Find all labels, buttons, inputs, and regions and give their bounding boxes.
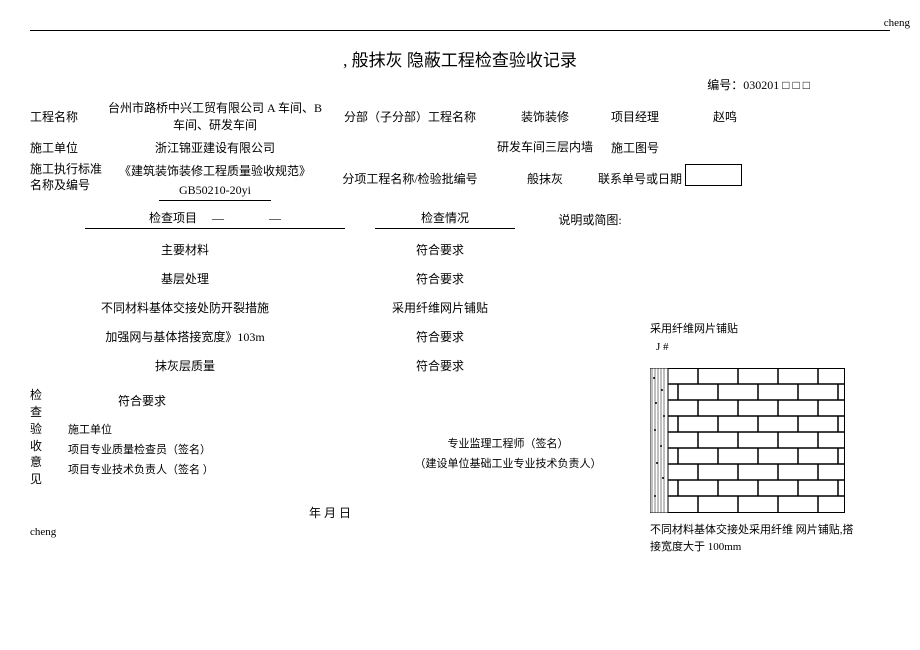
check-row-2: 不同材料基体交接处防开裂措施 采用纤维网片铺贴 <box>30 299 890 316</box>
brick-wall-diagram <box>650 368 845 513</box>
check-item-header-text: 检查项目 <box>149 211 197 225</box>
header-row-3: 施工执行标准 名称及编号 《建筑装饰装修工程质量验收规范》 GB50210-20… <box>30 162 890 201</box>
check-label-3: 加强网与基体搭接宽度》103m <box>30 328 340 345</box>
doc-id-label: 编号： <box>707 78 743 92</box>
check-val-3: 符合要求 <box>340 328 540 345</box>
sig-tech: 项目专业技术负责人（签名 ） <box>68 461 378 481</box>
contact-box-wrap <box>685 162 765 186</box>
doc-id-value: 030201 □ □ □ <box>743 78 810 92</box>
sig-qc: 项目专业质量检查员（签名） <box>68 441 378 461</box>
construction-unit-label: 施工单位 <box>30 139 105 156</box>
pm-label: 项目经理 <box>595 108 675 125</box>
page-title: , 般抹灰 隐蔽工程检查验收记录 <box>30 46 890 71</box>
check-val-1: 符合要求 <box>340 270 540 287</box>
opinion-vlabel-text: 检查验收意见 <box>30 387 48 488</box>
brick-caption: 不同材料基体交接处采用纤维 网片铺贴,搭接宽度大于 100mm <box>650 522 860 555</box>
contact-input-box[interactable] <box>685 164 742 186</box>
standard-value: 《建筑装饰装修工程质量验收规范》 GB50210-20yi <box>105 162 325 201</box>
subitem-label: 分项工程名称/检验批编号 <box>325 162 495 187</box>
standard-value-b: GB50210-20yi <box>159 181 271 201</box>
check-desc-header: 说明或简图: <box>515 209 665 229</box>
watermark-top: cheng <box>884 17 910 29</box>
standard-label: 施工执行标准 名称及编号 <box>30 162 105 193</box>
subitem-value: 般抹灰 <box>495 162 595 187</box>
check-label-0: 主要材料 <box>30 241 340 258</box>
check-label-4: 抹灰层质量 <box>30 357 340 374</box>
contact-label: 联系单号或日期 <box>595 162 685 187</box>
check-label-2: 不同材料基体交接处防开裂措施 <box>30 299 340 316</box>
top-rule: cheng <box>30 30 890 31</box>
check-val-2: 采用纤维网片铺贴 <box>340 299 540 316</box>
sig-supervisor: 专业监理工程师（签名） <box>378 435 638 455</box>
sig-owner: （建设单位基础工业专业技术负责人） <box>378 455 638 475</box>
header-row-2: 施工单位 浙江锦亚建设有限公司 研发车间三层内墙 施工图号 <box>30 139 890 156</box>
page-wrapper: cheng , 般抹灰 隐蔽工程检查验收记录 编号：030201 □ □ □ 工… <box>30 30 890 538</box>
drawing-no-label: 施工图号 <box>595 139 675 156</box>
section-name-label: 分部（子分部）工程名称 <box>325 108 495 125</box>
standard-label-a: 施工执行标准 <box>30 162 105 178</box>
section-name-value: 装饰装修 <box>495 108 595 125</box>
standard-value-a: 《建筑装饰装修工程质量验收规范》 <box>105 162 325 181</box>
standard-label-b: 名称及编号 <box>30 178 105 194</box>
sig-left-col: 施工单位 项目专业质量检查员（签名） 项目专业技术负责人（签名 ） <box>48 421 378 480</box>
check-label-1: 基层处理 <box>30 270 340 287</box>
opinion-vertical-label: 检查验收意见 <box>30 386 48 488</box>
sig-mid-col: 专业监理工程师（签名） （建设单位基础工业专业技术负责人） <box>378 421 638 475</box>
doc-id-row: 编号：030201 □ □ □ <box>30 76 890 93</box>
date-row: 年 月 日 <box>30 504 630 521</box>
check-val-4: 符合要求 <box>340 357 540 374</box>
right-note-2: J # <box>650 341 860 353</box>
location-value: 研发车间三层内墙 <box>495 140 595 156</box>
project-name-label: 工程名称 <box>30 108 105 125</box>
check-item-header: 检查项目 — — <box>85 209 345 229</box>
right-panel: 采用纤维网片铺贴 J # <box>650 320 860 555</box>
check-row-1: 基层处理 符合要求 <box>30 270 890 287</box>
check-row-0: 主要材料 符合要求 <box>30 241 890 258</box>
check-val-0: 符合要求 <box>340 241 540 258</box>
check-header-row: 检查项目 — — 检查情况 说明或简图: <box>30 209 890 229</box>
sig-unit: 施工单位 <box>68 421 378 441</box>
check-status-header: 检查情况 <box>375 209 515 229</box>
pm-value: 赵鸣 <box>675 108 775 125</box>
project-name-value: 台州市路桥中兴工贸有限公司 A 车间、B 车间、研发车间 <box>105 99 325 133</box>
header-row-1: 工程名称 台州市路桥中兴工贸有限公司 A 车间、B 车间、研发车间 分部（子分部… <box>30 99 890 133</box>
right-note-1: 采用纤维网片铺贴 <box>650 320 860 336</box>
construction-unit-value: 浙江锦亚建设有限公司 <box>105 139 325 156</box>
